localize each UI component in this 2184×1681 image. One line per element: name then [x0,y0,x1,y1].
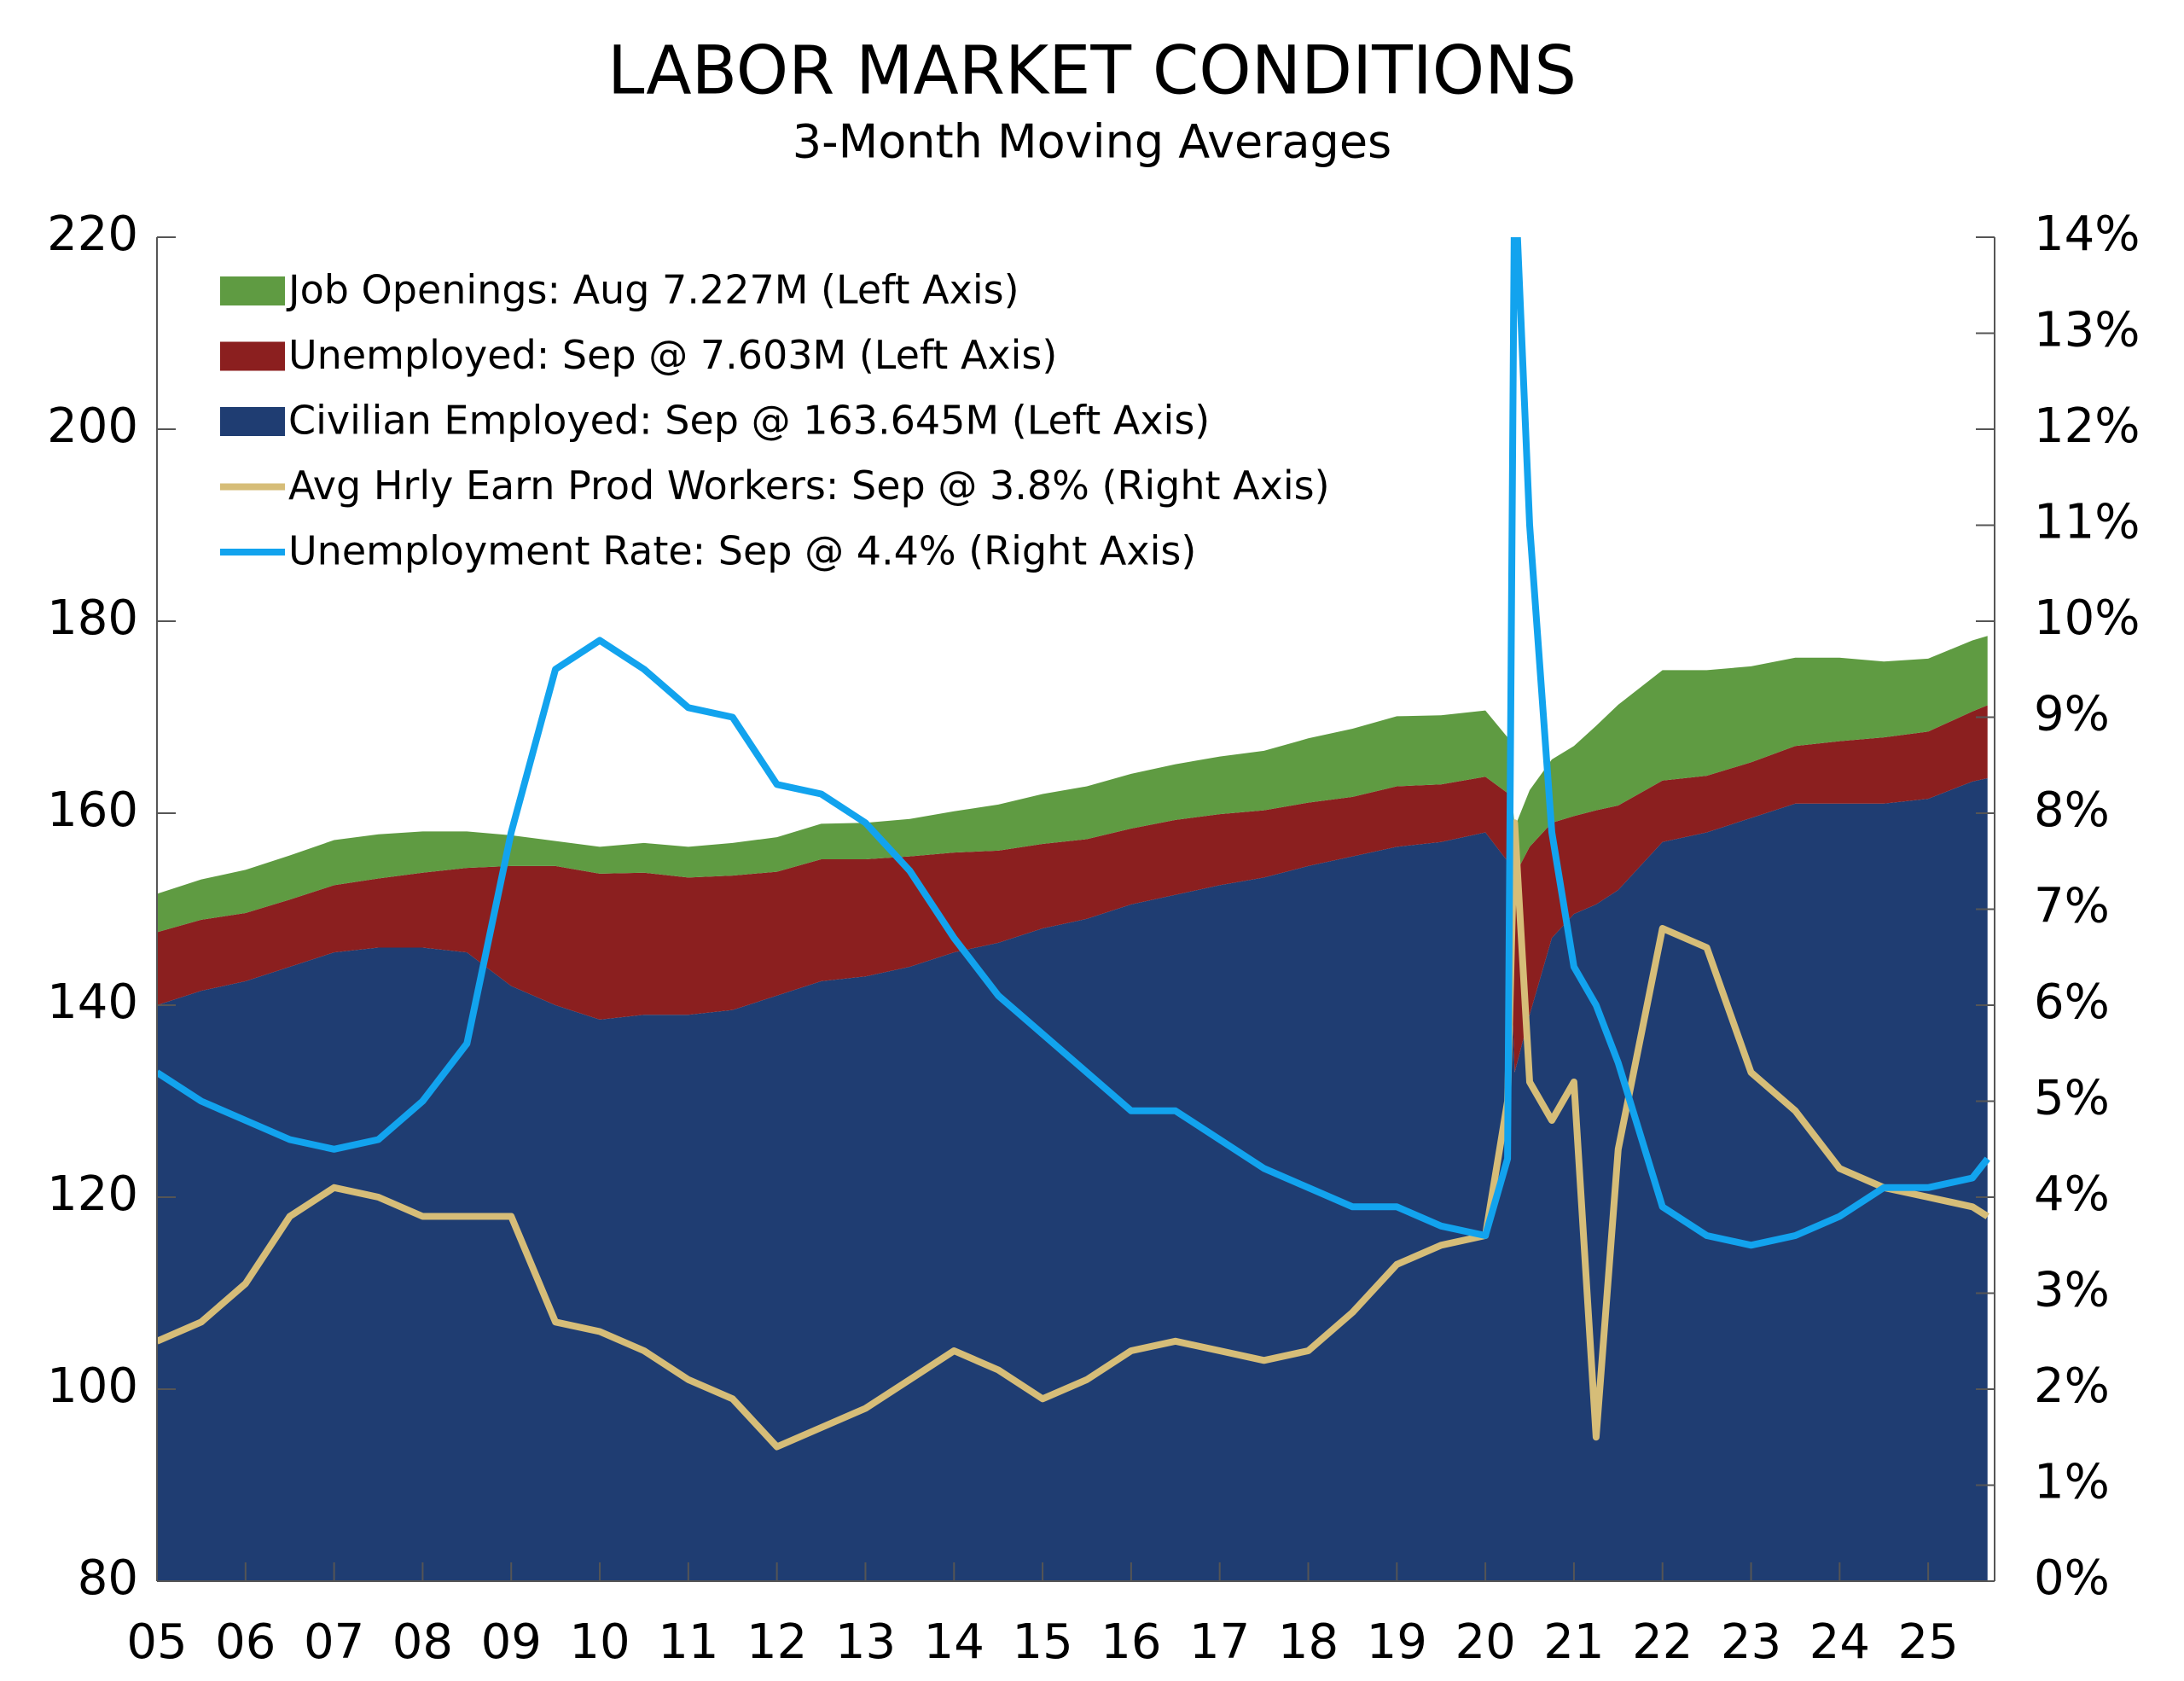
chart-subtitle: 3-Month Moving Averages [793,115,1391,169]
lines [157,237,1990,1451]
x-tick-label: 06 [215,1614,276,1670]
y2-tick-label: 2% [2034,1358,2110,1414]
legend-label: Unemployed: Sep @ 7.603M (Left Axis) [288,332,1057,378]
y2-tick-label: 13% [2034,303,2140,358]
y2-tick-label: 4% [2034,1166,2110,1222]
x-tick-label: 22 [1632,1614,1693,1670]
legend-swatch [220,341,285,371]
y2-tick-label: 3% [2034,1263,2110,1318]
area [157,778,1988,1581]
y-tick-label: 200 [47,398,138,454]
legend-label: Job Openings: Aug 7.227M (Left Axis) [286,267,1019,313]
y2-tick-label: 1% [2034,1455,2110,1510]
y2-tick-label: 12% [2034,398,2140,454]
y-tick-label: 180 [47,590,138,646]
y-tick-label: 140 [47,974,138,1030]
legend-label: Unemployment Rate: Sep @ 4.4% (Right Axi… [288,528,1196,574]
legend-label: Civilian Employed: Sep @ 163.645M (Left … [288,398,1210,444]
legend: Job Openings: Aug 7.227M (Left Axis) Unem… [220,267,1330,574]
y2-tick-label: 14% [2034,206,2140,262]
x-tick-label: 17 [1189,1614,1250,1670]
y2-tick-label: 0% [2034,1550,2110,1606]
areas [157,636,1988,1581]
x-tick-label: 09 [481,1614,542,1670]
x-tick-label: 19 [1367,1614,1427,1670]
x-tick-label: 23 [1721,1614,1781,1670]
x-tick-label: 11 [658,1614,718,1670]
y-tick-label: 160 [47,782,138,838]
y-tick-label: 220 [47,206,138,262]
x-tick-label: 21 [1543,1614,1604,1670]
x-tick-label: 18 [1278,1614,1339,1670]
x-tick-label: 15 [1012,1614,1072,1670]
legend-swatch [220,276,285,305]
y2-tick-label: 10% [2034,590,2140,646]
x-tick-label: 10 [569,1614,630,1670]
x-tick-label: 13 [835,1614,896,1670]
line [157,237,1990,1249]
y-tick-label: 80 [78,1550,138,1606]
x-tick-label: 12 [746,1614,807,1670]
x-tick-label: 05 [126,1614,187,1670]
legend-swatch [220,407,285,436]
chart-title: LABOR MARKET CONDITIONS [607,32,1577,109]
axes: 80 100 120 140 160 180 200 220 0% 1% 2% 3% 4% 5% 6% 7% 8… [47,206,2140,1670]
y2-tick-label: 7% [2034,879,2110,934]
y2-tick-label: 8% [2034,782,2110,838]
x-tick-label: 08 [392,1614,453,1670]
area [157,636,1988,933]
legend-label: Avg Hrly Earn Prod Workers: Sep @ 3.8% (… [288,462,1330,509]
x-tick-label: 07 [304,1614,364,1670]
x-tick-label: 16 [1101,1614,1161,1670]
y2-tick-label: 9% [2034,687,2110,742]
x-tick-label: 20 [1455,1614,1515,1670]
x-tick-label: 14 [924,1614,985,1670]
y2-tick-label: 6% [2034,974,2110,1030]
x-tick-label: 25 [1898,1614,1959,1670]
line [157,819,1989,1451]
y2-tick-label: 11% [2034,495,2140,550]
x-tick-label: 24 [1809,1614,1870,1670]
area [157,705,1988,1073]
y2-tick-label: 5% [2034,1071,2110,1126]
y-tick-label: 120 [47,1166,138,1222]
y-tick-label: 100 [47,1358,138,1414]
